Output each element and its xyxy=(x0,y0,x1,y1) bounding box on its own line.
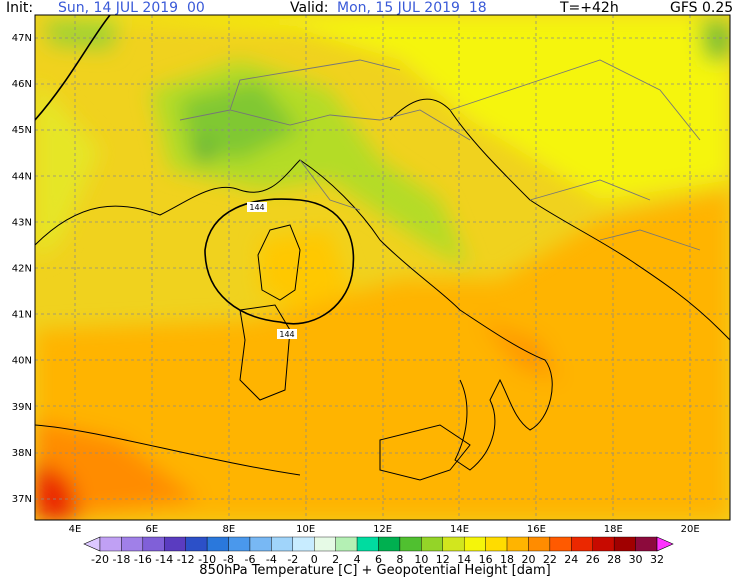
longitude-label: 14E xyxy=(450,524,469,535)
colorbar-swatch xyxy=(99,536,122,552)
colorbar-label: -10 xyxy=(198,553,216,566)
colorbar-swatch xyxy=(635,536,658,552)
longitude-label: 12E xyxy=(373,524,392,535)
colorbar-label: 12 xyxy=(436,553,450,566)
colorbar-swatch xyxy=(571,536,593,552)
temperature-shading xyxy=(35,15,730,520)
colorbar-swatch xyxy=(121,536,144,552)
colorbar-end xyxy=(83,536,101,552)
valid-label: Valid: xyxy=(290,0,328,16)
colorbar-label: -16 xyxy=(134,553,152,566)
contour-label: 144 xyxy=(279,330,294,339)
colorbar-label: -18 xyxy=(112,553,130,566)
coastlines xyxy=(35,98,730,481)
init-label: Init: xyxy=(6,0,33,16)
latitude-label: 45N xyxy=(12,125,32,136)
colorbar-label: 18 xyxy=(500,553,514,566)
colorbar-swatch xyxy=(142,536,165,552)
colorbar-swatch xyxy=(463,536,486,552)
latitude-label: 44N xyxy=(12,171,32,182)
colorbar-swatch xyxy=(164,536,186,552)
colorbar-swatch xyxy=(228,536,251,552)
colorbar-swatch xyxy=(485,536,508,552)
colorbar-label: 0 xyxy=(311,553,318,566)
contour-label: 144 xyxy=(249,203,264,212)
colorbar-label: 8 xyxy=(396,553,403,566)
colorbar: -20 -18 -16 -14 -12 -10 -8 -6 -4 -2 0 2 4 6 8 10 12 14 16 1… xyxy=(83,536,674,566)
borders xyxy=(179,59,701,251)
longitude-label: 10E xyxy=(296,524,315,535)
colorbar-swatch xyxy=(378,536,401,552)
colorbar-label: -14 xyxy=(155,553,173,566)
colorbar-label: 6 xyxy=(375,553,382,566)
longitude-labels: 4E 6E 8E 10E 12E 14E 16E 18E 20E xyxy=(69,524,700,535)
colorbar-swatch xyxy=(335,536,358,552)
colorbar-label: 22 xyxy=(543,553,557,566)
colorbar-label: 28 xyxy=(607,553,621,566)
colorbar-end xyxy=(656,536,674,552)
colorbar-swatch xyxy=(613,536,636,552)
colorbar-label: -20 xyxy=(91,553,109,566)
colorbar-label: -2 xyxy=(287,553,298,566)
colorbar-swatch xyxy=(421,536,443,552)
colorbar-swatch xyxy=(399,536,422,552)
colorbar-swatch xyxy=(314,536,336,552)
colorbar-swatch xyxy=(592,536,615,552)
latitude-label: 38N xyxy=(12,448,32,459)
latitude-label: 42N xyxy=(12,264,32,275)
colorbar-label: 4 xyxy=(354,553,361,566)
latitude-label: 37N xyxy=(12,494,32,505)
colorbar-swatch xyxy=(356,536,379,552)
colorbar-label: -8 xyxy=(223,553,234,566)
latitude-label: 46N xyxy=(12,79,32,90)
latitude-label: 39N xyxy=(12,402,32,413)
contour-label-box xyxy=(277,329,297,339)
colorbar-label: 30 xyxy=(629,553,643,566)
longitude-label: 6E xyxy=(146,524,159,535)
colorbar-label: 26 xyxy=(586,553,600,566)
contour-label-box xyxy=(247,202,267,212)
longitude-label: 8E xyxy=(222,524,235,535)
colorbar-swatch xyxy=(549,536,572,552)
map-title: 850hPa Temperature [C] + Geopotential He… xyxy=(199,563,550,578)
colorbar-label: 20 xyxy=(521,553,535,566)
map-field: 144 144 xyxy=(35,15,730,520)
colorbar-swatch xyxy=(249,536,272,552)
colorbar-label: 24 xyxy=(564,553,578,566)
latitude-label: 41N xyxy=(12,310,32,321)
colorbar-swatch xyxy=(292,536,315,552)
colorbar-swatch xyxy=(271,536,294,552)
colorbar-label: 14 xyxy=(457,553,471,566)
colorbar-swatch xyxy=(185,536,208,552)
latitude-label: 43N xyxy=(12,217,32,228)
colorbar-label: -4 xyxy=(266,553,277,566)
colorbar-swatch xyxy=(442,536,465,552)
colorbar-label: 16 xyxy=(479,553,493,566)
longitude-label: 20E xyxy=(681,524,700,535)
colorbar-label: 32 xyxy=(650,553,664,566)
colorbar-label: 2 xyxy=(332,553,339,566)
longitude-label: 16E xyxy=(527,524,546,535)
colorbar-swatch xyxy=(206,536,229,552)
colorbar-label: -12 xyxy=(177,553,195,566)
init-value: Sun, 14 JUL 2019 00 xyxy=(58,0,205,16)
latitude-label: 47N xyxy=(12,33,32,44)
graticule xyxy=(35,15,730,520)
latitude-labels: 47N 46N 45N 44N 43N 42N 41N 40N 39N 38N 37N xyxy=(12,33,32,505)
colorbar-swatch xyxy=(506,536,529,552)
longitude-label: 4E xyxy=(69,524,82,535)
valid-value: Mon, 15 JUL 2019 18 xyxy=(337,0,487,16)
model-name: GFS 0.25 xyxy=(670,0,733,16)
height-contours xyxy=(35,15,355,325)
map-frame xyxy=(34,14,731,521)
colorbar-swatch xyxy=(528,536,551,552)
colorbar-label: 10 xyxy=(414,553,428,566)
colorbar-label: -6 xyxy=(244,553,255,566)
lead-time: T=+42h xyxy=(559,0,619,16)
latitude-label: 40N xyxy=(12,356,32,367)
longitude-label: 18E xyxy=(604,524,623,535)
